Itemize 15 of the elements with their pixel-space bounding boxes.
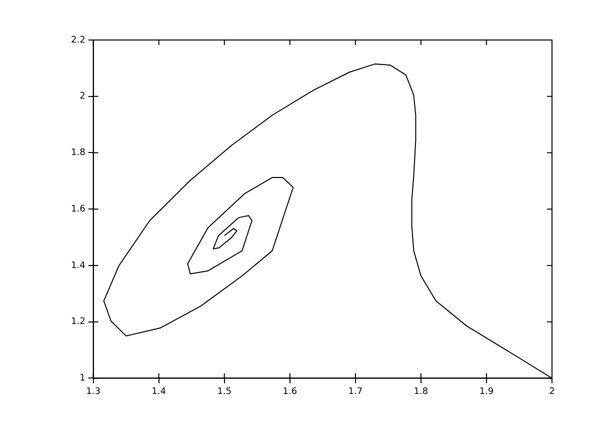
x-tick-label: 1.9 xyxy=(479,386,494,397)
y-tick-label: 2.2 xyxy=(70,35,86,46)
y-tick-label: 1.6 xyxy=(70,204,86,214)
x-tick-label: 2 xyxy=(549,386,555,397)
y-tick-label: 1.2 xyxy=(70,317,86,328)
y-tick-label: 1.4 xyxy=(70,260,86,271)
x-tick-label: 1.5 xyxy=(217,386,232,397)
y-tick-label: 1 xyxy=(80,374,86,384)
x-tick-label: 1.7 xyxy=(348,386,363,397)
x-tick-label: 1.8 xyxy=(414,386,428,397)
y-tick-label: 2 xyxy=(80,92,86,102)
x-tick-label: 1.6 xyxy=(282,386,298,397)
x-tick-label: 1.3 xyxy=(86,386,100,397)
x-tick-label: 1.4 xyxy=(152,386,166,397)
y-tick-label: 1.8 xyxy=(70,148,86,158)
